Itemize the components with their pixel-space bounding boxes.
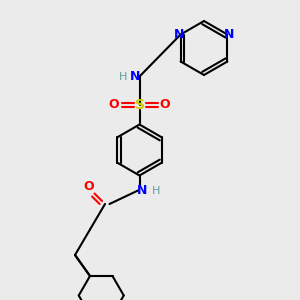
Text: N: N: [174, 28, 184, 41]
Text: N: N: [224, 28, 234, 41]
Text: N: N: [130, 70, 140, 83]
Text: S: S: [134, 98, 145, 112]
Text: H: H: [119, 71, 127, 82]
Text: N: N: [137, 184, 148, 197]
Text: O: O: [160, 98, 170, 112]
Text: O: O: [83, 180, 94, 194]
Text: H: H: [152, 185, 160, 196]
Text: O: O: [109, 98, 119, 112]
